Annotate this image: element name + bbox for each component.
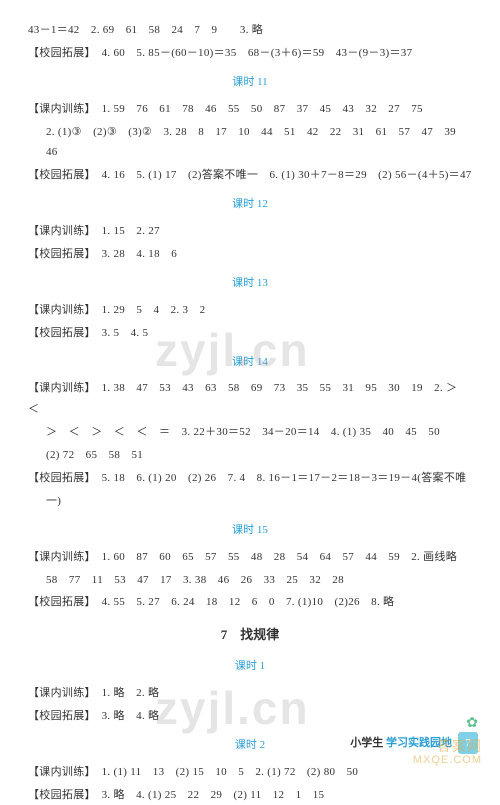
text-line: 43－1＝42 2. 69 61 58 24 7 9 3. 略 [28, 20, 472, 41]
text-line: 【课内训练】 1. (1) 11 13 (2) 15 10 5 2. (1) 7… [28, 762, 472, 783]
text-line: 【课内训练】 1. 略 2. 略 [28, 683, 472, 704]
text-line: 【校园拓展】 4. 16 5. (1) 17 (2)答案不唯一 6. (1) 3… [28, 165, 472, 186]
text-line: 【校园拓展】 3. 略 4. (1) 25 22 29 (2) 11 12 1 … [28, 785, 472, 805]
section-heading: 课时 11 [28, 72, 472, 93]
text-line: 2. (1)③ (2)③ (3)② 3. 28 8 17 10 44 51 42… [28, 122, 472, 164]
text-line: 【校园拓展】 4. 60 5. 85－(60－10)＝35 68－(3＋6)＝5… [28, 43, 472, 64]
section-heading: 课时 12 [28, 194, 472, 215]
text-line: 【校园拓展】 5. 18 6. (1) 20 (2) 26 7. 4 8. 16… [28, 468, 472, 489]
text-line: 【校园拓展】 3. 5 4. 5 [28, 323, 472, 344]
chapter-heading: 7 找规律 [28, 623, 472, 648]
text-line: 【课内训练】 1. 29 5 4 2. 3 2 [28, 300, 472, 321]
section-heading: 课时 14 [28, 352, 472, 373]
text-line: 【校园拓展】 3. 28 4. 18 6 [28, 244, 472, 265]
text-line: 【课内训练】 1. 15 2. 27 [28, 221, 472, 242]
footer: 小学生 学习实践园地 7 [350, 732, 478, 754]
text-line: ＞ ＜ ＞ ＜ ＜ ＝ 3. 22＋30＝52 34－20＝14 4. (1) … [28, 422, 472, 443]
section-heading: 课时 15 [28, 520, 472, 541]
top-block: 43－1＝42 2. 69 61 58 24 7 9 3. 略 【校园拓展】 4… [28, 20, 472, 64]
text-line: 【校园拓展】 3. 略 4. 略 [28, 706, 472, 727]
footer-suffix: 学习实践园地 [386, 737, 452, 749]
section-heading: 课时 13 [28, 273, 472, 294]
footer-prefix: 小学生 [350, 737, 383, 749]
text-line: 一) [28, 491, 472, 512]
page-number: 7 [458, 732, 478, 754]
text-line: 【课内训练】 1. 60 87 60 65 57 55 48 28 54 64 … [28, 547, 472, 568]
text-line: 【校园拓展】 4. 55 5. 27 6. 24 18 12 6 0 7. (1… [28, 592, 472, 613]
text-line: 【课内训练】 1. 59 76 61 78 46 55 50 87 37 45 … [28, 99, 472, 120]
section-heading: 课时 1 [28, 656, 472, 677]
text-line: (2) 72 65 58 51 [28, 445, 472, 466]
text-line: 58 77 11 53 47 17 3. 38 46 26 33 25 32 2… [28, 570, 472, 591]
text-line: 【课内训练】 1. 38 47 53 43 63 58 69 73 35 55 … [28, 378, 472, 420]
footer-text: 小学生 学习实践园地 [350, 733, 452, 754]
